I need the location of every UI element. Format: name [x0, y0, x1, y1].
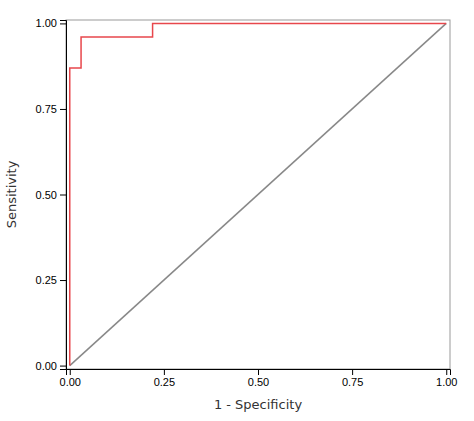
x-axis-line [67, 370, 451, 376]
x-tick: 0.50 [248, 369, 269, 388]
x-axis-title: 1 - Specificity [214, 397, 303, 412]
x-tick-label: 0.25 [154, 376, 175, 388]
series-group [70, 23, 446, 365]
series-line [70, 23, 446, 365]
y-tick: 0.50 [36, 189, 66, 201]
x-axis: 0.00 0.25 0.50 0.75 1.00 [60, 369, 458, 388]
y-tick: 0.00 [36, 360, 66, 372]
y-tick-mark [60, 280, 66, 281]
y-axis-line [60, 21, 67, 370]
y-tick-label: 0.50 [36, 189, 57, 201]
y-tick-mark [60, 366, 66, 367]
x-tick-mark [258, 369, 259, 375]
y-tick-mark [60, 195, 66, 196]
y-tick-label: 0.25 [36, 274, 57, 286]
y-tick-mark [60, 23, 66, 24]
series-line [70, 23, 446, 365]
x-tick: 0.25 [154, 369, 175, 388]
x-tick-label: 0.00 [60, 376, 81, 388]
x-tick-label: 0.75 [342, 376, 363, 388]
x-tick-mark [164, 369, 165, 375]
y-tick-mark [60, 109, 66, 110]
x-tick: 1.00 [436, 369, 457, 388]
x-tick-label: 0.50 [248, 376, 269, 388]
plot: 0.00 0.25 0.50 0.75 1.00 0.00 0.25 0.50 0.75 1.00… [4, 17, 457, 412]
x-tick-mark [446, 369, 447, 375]
x-tick: 0.75 [342, 369, 363, 388]
x-tick-label: 1.00 [436, 376, 457, 388]
y-tick-label: 1.00 [36, 17, 57, 29]
plot-frame [66, 20, 450, 369]
x-tick-mark [70, 369, 71, 375]
y-axis: 0.00 0.25 0.50 0.75 1.00 [36, 17, 67, 371]
y-tick: 0.25 [36, 274, 66, 286]
x-tick: 0.00 [60, 369, 81, 388]
y-tick-label: 0.75 [36, 103, 57, 115]
y-axis-title: Sensitivity [4, 160, 19, 228]
chart: 0.00 0.25 0.50 0.75 1.00 0.00 0.25 0.50 0.75 1.00… [0, 0, 474, 421]
x-tick-mark [352, 369, 353, 375]
y-tick: 0.75 [36, 103, 66, 115]
y-tick-label: 0.00 [36, 360, 57, 372]
y-tick: 1.00 [36, 17, 66, 29]
